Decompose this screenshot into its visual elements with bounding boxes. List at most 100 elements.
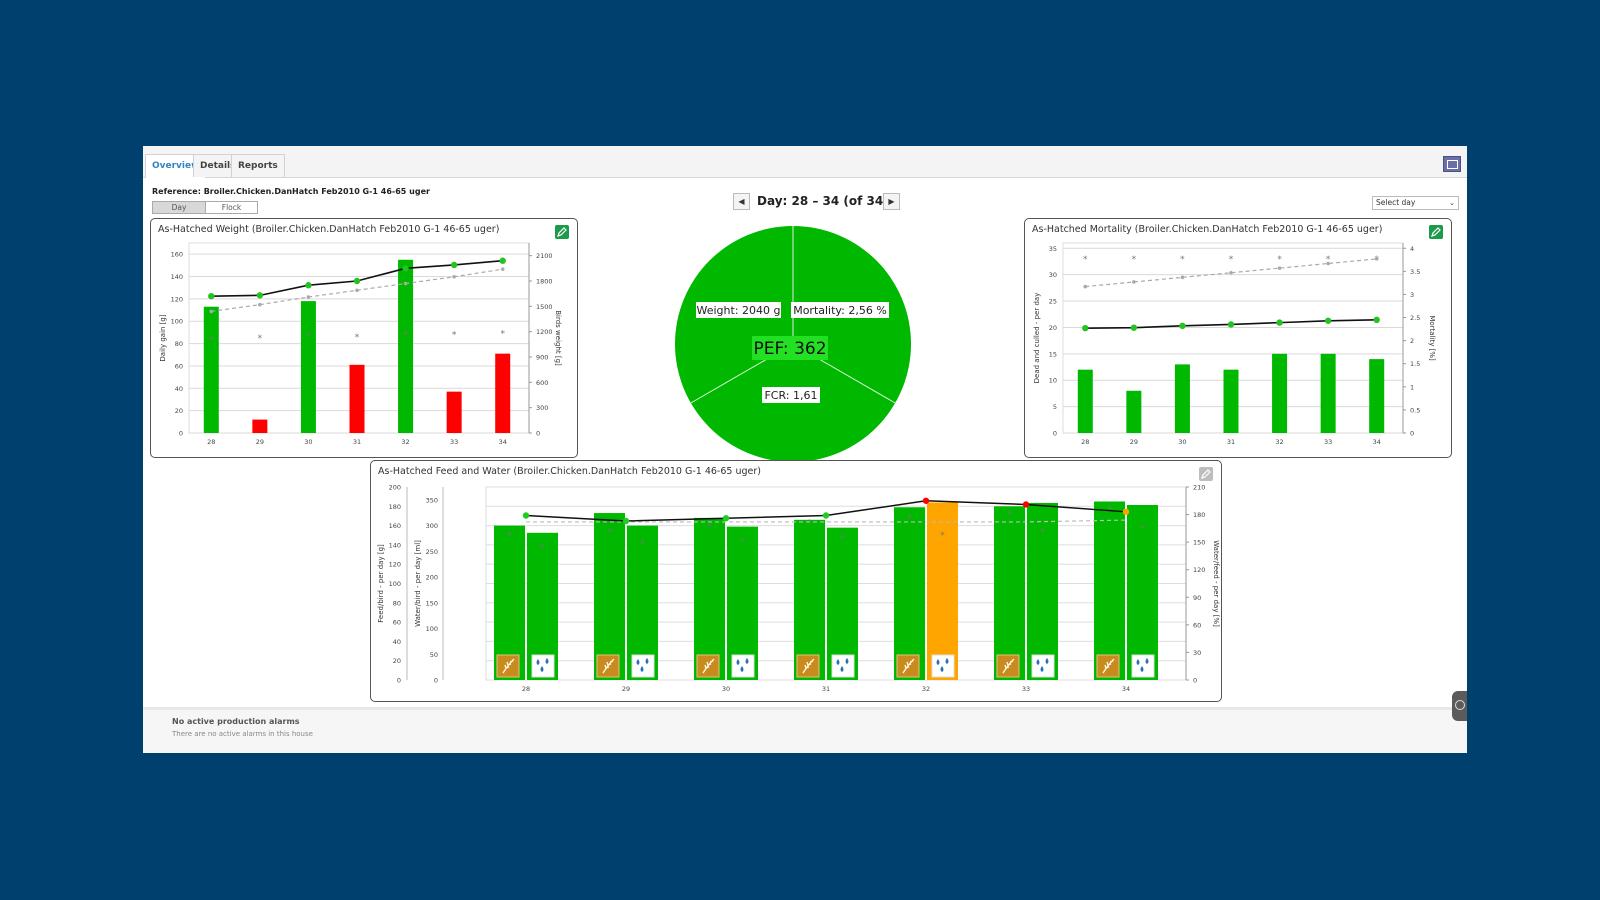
window-icon[interactable] — [1443, 156, 1461, 172]
x-tick-label: 30 — [304, 438, 312, 446]
y-tick-label: 120 — [171, 295, 183, 303]
day-toggle-button[interactable]: Day — [153, 202, 206, 213]
water-tick-label: 250 — [426, 548, 438, 556]
y2-tick-label: 210 — [1193, 484, 1205, 492]
y2-axis-label: Water/feed - per day [%] — [1212, 540, 1220, 627]
reference-marker: * — [1180, 255, 1185, 265]
y-tick-label: 140 — [171, 273, 183, 281]
y-axis-label: Dead and culled - per day — [1033, 293, 1041, 384]
water-drop — [745, 658, 749, 664]
water-drop — [945, 658, 949, 664]
data-point — [1082, 324, 1089, 332]
water-tick-label: 350 — [426, 496, 438, 504]
y2-axis-label: Birds weight [g] — [554, 310, 562, 366]
feed-tick-label: 120 — [389, 561, 401, 569]
bar — [1126, 390, 1142, 433]
reference-point — [1229, 270, 1233, 275]
water-bar — [927, 502, 958, 680]
y2-tick-label: 180 — [1193, 511, 1205, 519]
feed-tick-label: 80 — [393, 599, 401, 607]
water-drops-icon — [1031, 654, 1055, 678]
y2-tick-label: 30 — [1193, 649, 1201, 657]
tab-bar: Overview Details Reports — [143, 146, 1467, 178]
feed-tick-label: 140 — [389, 541, 401, 549]
data-point — [256, 292, 264, 299]
water-drop — [1036, 659, 1040, 665]
pencil-icon — [1431, 227, 1441, 237]
water-reference-marker: * — [1140, 525, 1145, 535]
next-day-button[interactable]: ▶ — [883, 193, 900, 210]
water-drop — [545, 658, 549, 664]
pef-value: PEF: 362 — [753, 339, 826, 359]
reference-point — [403, 281, 408, 286]
y-tick-label: 25 — [1049, 298, 1057, 306]
bar — [1369, 359, 1385, 433]
reference-point — [452, 274, 456, 279]
edit-feed-water-button[interactable] — [1199, 467, 1213, 481]
feed-reference-marker: * — [907, 514, 912, 524]
y2-tick-label: 2 — [1410, 337, 1414, 345]
select-day-dropdown[interactable]: Select day ⌄ — [1372, 196, 1459, 210]
x-tick-label: 28 — [1081, 438, 1089, 446]
ratio-point — [1022, 501, 1030, 508]
ratio-point — [622, 517, 630, 525]
x-tick-label: 28 — [522, 685, 530, 693]
bar — [495, 353, 511, 433]
y2-tick-label: 1800 — [536, 278, 553, 286]
y-tick-label: 60 — [175, 362, 183, 370]
ratio-point — [922, 497, 930, 504]
x-tick-label: 31 — [822, 685, 830, 693]
x-tick-label: 32 — [1275, 438, 1283, 446]
reference-marker: * — [452, 331, 457, 341]
weight-label-bg — [696, 302, 781, 318]
y-tick-label: 100 — [171, 318, 183, 326]
side-panel-handle[interactable] — [1452, 691, 1467, 721]
feed-water-chart-title: As-Hatched Feed and Water (Broiler.Chick… — [378, 466, 761, 477]
reference-label: Reference: Broiler.Chicken.DanHatch Feb2… — [152, 187, 430, 196]
weight-chart-title: As-Hatched Weight (Broiler.Chicken.DanHa… — [158, 224, 500, 235]
pef-pie: Weight: 2040 g Mortality: 2,56 % PEF: 36… — [675, 226, 911, 462]
water-bar — [1127, 505, 1158, 680]
reference-point — [1132, 280, 1136, 284]
feed-water-panel: As-Hatched Feed and Water (Broiler.Chick… — [370, 460, 1222, 702]
feed-reference-marker: * — [507, 531, 512, 541]
y2-tick-label: 2.5 — [1410, 314, 1420, 322]
reference-marker: * — [258, 334, 263, 344]
water-drops-icon — [631, 654, 655, 678]
feed-tick-label: 20 — [393, 657, 401, 665]
data-point — [402, 265, 409, 272]
edit-weight-button[interactable] — [555, 225, 569, 239]
water-drops-icon — [731, 654, 755, 678]
wheat-icon-glyph — [602, 658, 615, 674]
water-drop — [740, 666, 744, 672]
y2-axis-label: Mortality [%] — [1428, 315, 1436, 361]
water-bar — [727, 526, 758, 680]
reference-point — [1374, 257, 1379, 261]
feed-reference-marker: * — [1007, 510, 1012, 520]
feed-tick-label: 40 — [393, 638, 401, 646]
ratio-point — [1122, 508, 1130, 516]
tab-reports[interactable]: Reports — [231, 154, 285, 177]
y2-tick-label: 600 — [536, 379, 548, 387]
x-tick-label: 31 — [353, 438, 361, 446]
water-drops-icon — [831, 654, 855, 678]
y2-tick-label: 4 — [1410, 245, 1414, 253]
pie-mortality-label: Mortality: 2,56 % — [793, 304, 887, 317]
edit-mortality-button[interactable] — [1429, 225, 1443, 239]
water-drop — [1145, 658, 1149, 664]
water-tick-label: 50 — [430, 651, 438, 659]
y-tick-label: 160 — [171, 251, 183, 259]
data-point — [1179, 322, 1186, 330]
prev-day-button[interactable]: ◀ — [733, 193, 750, 210]
mortality-chart-title: As-Hatched Mortality (Broiler.Chicken.Da… — [1032, 224, 1383, 235]
feed-axis-label: Feed/bird - per day [g] — [377, 544, 385, 623]
wheat-icon-glyph — [902, 658, 915, 674]
data-point — [353, 277, 361, 285]
flock-toggle-button[interactable]: Flock — [206, 202, 257, 213]
water-bar — [1027, 502, 1058, 680]
bar — [252, 419, 268, 433]
y2-tick-label: 120 — [1193, 566, 1205, 574]
y-tick-label: 20 — [1049, 324, 1057, 332]
y-tick-label: 0 — [179, 430, 183, 438]
y2-tick-label: 1500 — [536, 303, 553, 311]
